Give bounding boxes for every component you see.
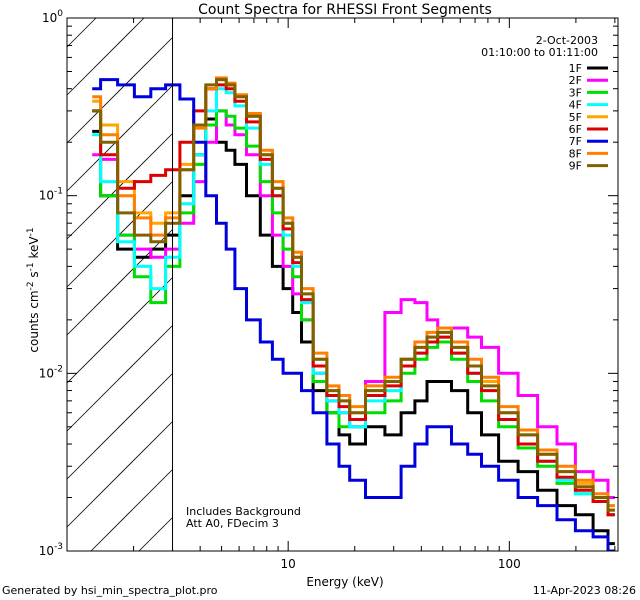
legend-label-3F: 3F [569, 86, 582, 99]
date-label: 2-Oct-2003 [536, 34, 598, 47]
series-line-7F [92, 78, 615, 551]
hatch-line [66, 325, 173, 432]
hatch-line [66, 17, 145, 96]
y-label-base: counts cm [27, 290, 41, 352]
excluded-region-hatch [66, 17, 173, 552]
legend-label-5F: 5F [569, 111, 582, 124]
hatch-line [138, 517, 173, 552]
legend-label-8F: 8F [569, 147, 582, 160]
y-tick-label: 10-1 [39, 187, 63, 203]
legend-label-7F: 7F [569, 135, 582, 148]
hatch-line [66, 85, 173, 192]
y-tick-label: 10-3 [39, 542, 63, 558]
series-line-9F [92, 78, 615, 512]
hatch-line [66, 37, 173, 144]
y-tick-labels: 10-3 10-2 10-1 100 [39, 9, 64, 558]
y-axis-label: counts cm-2 s-1 keV-1 [26, 227, 41, 352]
plot-frame [66, 17, 619, 552]
hatch-line [66, 277, 173, 384]
axis-ticks [66, 17, 618, 552]
y-tick-label: 10-2 [39, 364, 63, 380]
y-label-exp2: -1 [26, 262, 36, 271]
hatch-line [90, 469, 173, 552]
x-axis-label: Energy (keV) [306, 575, 383, 589]
hatch-line [66, 373, 173, 480]
hatch-line [66, 229, 173, 336]
y-tick-label: 100 [42, 9, 63, 25]
legend-label-6F: 6F [569, 123, 582, 136]
legend-label-9F: 9F [569, 160, 582, 173]
legend-label-4F: 4F [569, 99, 582, 112]
hatch-line [66, 17, 97, 48]
footer-timestamp: 11-Apr-2023 08:26 [533, 584, 636, 597]
x-tick-label: 10 [281, 557, 296, 571]
note-background: Includes Background [186, 505, 301, 518]
x-tick-labels: 10 100 [281, 557, 521, 571]
y-label-exp1: -2 [26, 281, 36, 290]
note-attenuator: Att A0, FDecim 3 [186, 517, 279, 530]
time-range-label: 01:10:00 to 01:11:00 [481, 46, 598, 59]
chart-title: Count Spectra for RHESSI Front Segments [198, 2, 492, 18]
legend-label-1F: 1F [569, 62, 582, 75]
legend-label-2F: 2F [569, 74, 582, 87]
hatch-line [66, 421, 173, 528]
y-label-mid2: keV [27, 236, 41, 263]
y-label-mid: s [27, 271, 41, 281]
series-group [92, 76, 615, 551]
y-label-exp3: -1 [26, 227, 36, 236]
footer-generated-by: Generated by hsi_min_spectra_plot.pro [2, 584, 218, 597]
x-tick-label: 100 [498, 557, 521, 571]
hatch-line [66, 133, 173, 240]
